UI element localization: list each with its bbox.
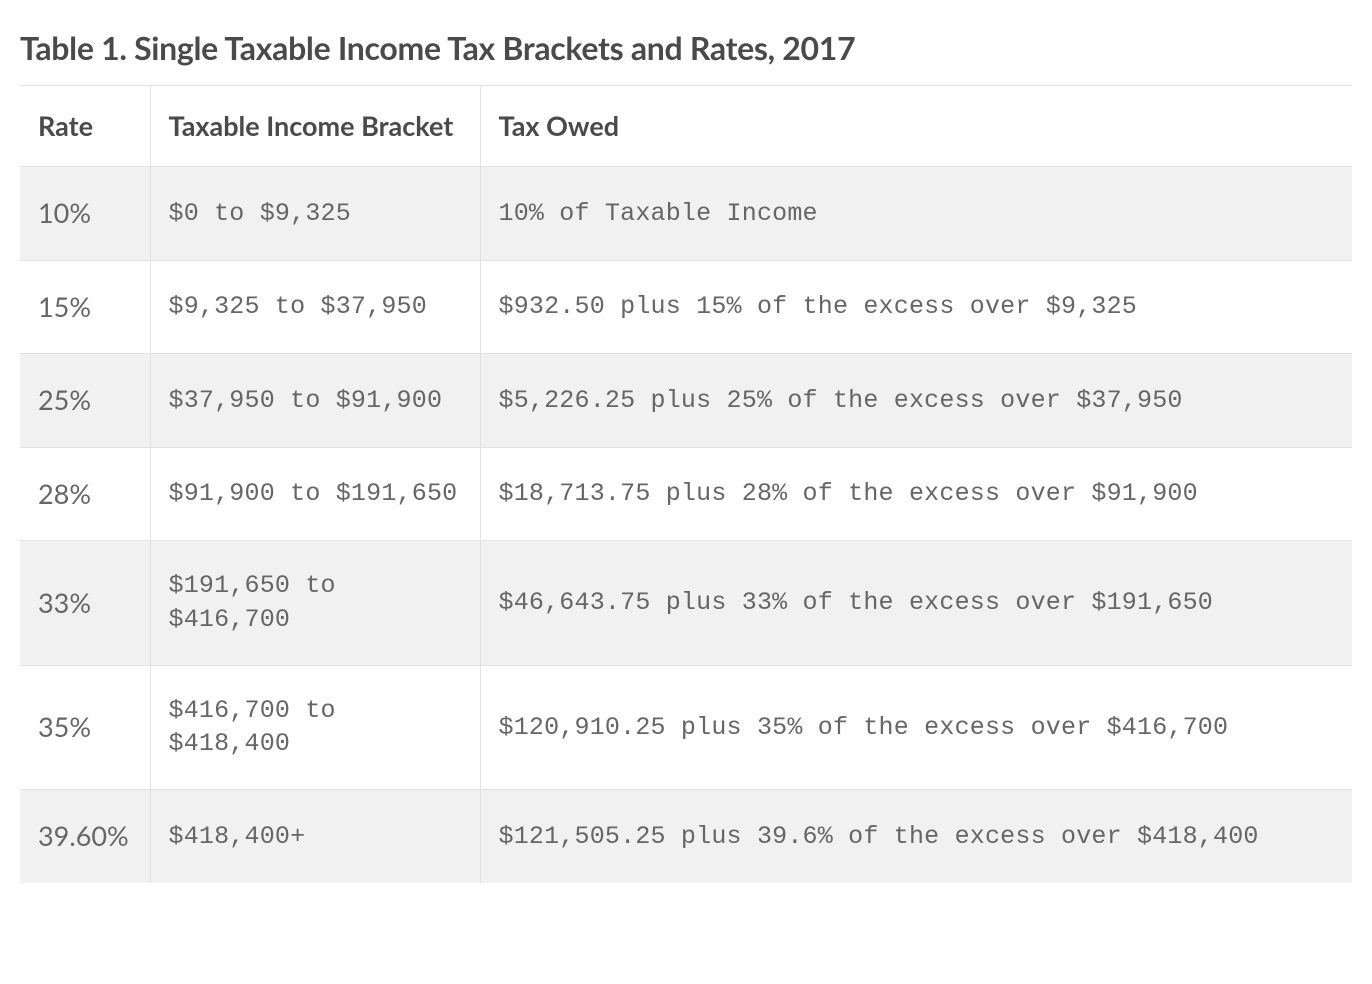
- column-header-owed: Tax Owed: [480, 86, 1352, 167]
- table-header-row: Rate Taxable Income Bracket Tax Owed: [20, 86, 1352, 167]
- cell-owed: $5,226.25 plus 25% of the excess over $3…: [480, 354, 1352, 447]
- table-row: 15% $9,325 to $37,950 $932.50 plus 15% o…: [20, 260, 1352, 353]
- cell-bracket: $416,700 to $418,400: [150, 665, 480, 790]
- table-row: 39.60% $418,400+ $121,505.25 plus 39.6% …: [20, 790, 1352, 883]
- table-row: 33% $191,650 to $416,700 $46,643.75 plus…: [20, 541, 1352, 666]
- cell-rate: 28%: [20, 447, 150, 540]
- table-row: 25% $37,950 to $91,900 $5,226.25 plus 25…: [20, 354, 1352, 447]
- cell-rate: 10%: [20, 167, 150, 260]
- cell-rate: 35%: [20, 665, 150, 790]
- cell-owed: $121,505.25 plus 39.6% of the excess ove…: [480, 790, 1352, 883]
- cell-owed: 10% of Taxable Income: [480, 167, 1352, 260]
- cell-rate: 25%: [20, 354, 150, 447]
- cell-bracket: $0 to $9,325: [150, 167, 480, 260]
- tax-brackets-table-wrapper: Table 1. Single Taxable Income Tax Brack…: [20, 20, 1352, 883]
- cell-rate: 39.60%: [20, 790, 150, 883]
- cell-rate: 15%: [20, 260, 150, 353]
- table-row: 28% $91,900 to $191,650 $18,713.75 plus …: [20, 447, 1352, 540]
- cell-bracket: $9,325 to $37,950: [150, 260, 480, 353]
- cell-owed: $932.50 plus 15% of the excess over $9,3…: [480, 260, 1352, 353]
- cell-owed: $46,643.75 plus 33% of the excess over $…: [480, 541, 1352, 666]
- cell-bracket: $191,650 to $416,700: [150, 541, 480, 666]
- cell-bracket: $37,950 to $91,900: [150, 354, 480, 447]
- cell-bracket: $418,400+: [150, 790, 480, 883]
- cell-bracket: $91,900 to $191,650: [150, 447, 480, 540]
- column-header-rate: Rate: [20, 86, 150, 167]
- table-row: 10% $0 to $9,325 10% of Taxable Income: [20, 167, 1352, 260]
- table-title: Table 1. Single Taxable Income Tax Brack…: [20, 20, 1352, 85]
- cell-owed: $120,910.25 plus 35% of the excess over …: [480, 665, 1352, 790]
- cell-owed: $18,713.75 plus 28% of the excess over $…: [480, 447, 1352, 540]
- column-header-bracket: Taxable Income Bracket: [150, 86, 480, 167]
- tax-brackets-table: Rate Taxable Income Bracket Tax Owed 10%…: [20, 85, 1352, 883]
- cell-rate: 33%: [20, 541, 150, 666]
- table-row: 35% $416,700 to $418,400 $120,910.25 plu…: [20, 665, 1352, 790]
